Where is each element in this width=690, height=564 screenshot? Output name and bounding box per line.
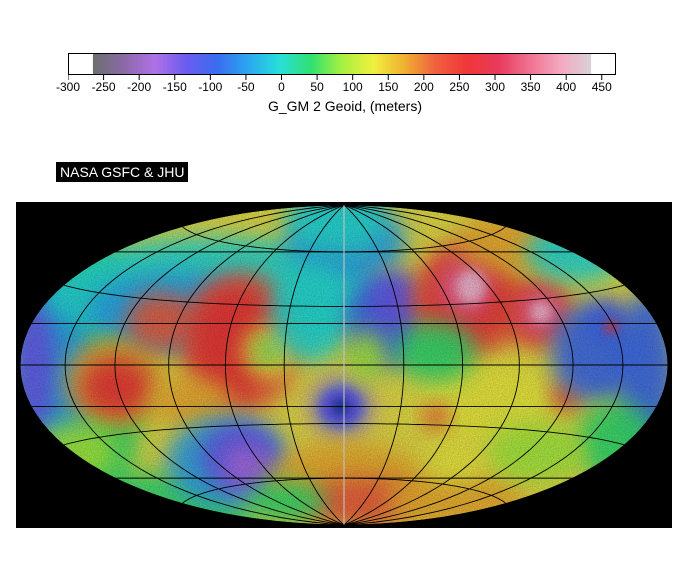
colorbar-tick-label: 50 bbox=[310, 80, 324, 94]
colorbar-tick-label: 200 bbox=[413, 80, 434, 94]
colorbar-tick-label: 300 bbox=[484, 80, 506, 94]
map-outline bbox=[19, 204, 669, 526]
colorbar-tick-label: 0 bbox=[278, 80, 285, 94]
colorbar-tick-label: -200 bbox=[127, 80, 152, 94]
colorbar-tick-label: -300 bbox=[55, 80, 81, 94]
colorbar-tick-label: 250 bbox=[449, 80, 470, 94]
colorbar-tick-label: 400 bbox=[556, 80, 577, 94]
lunar-geoid-map bbox=[16, 202, 672, 528]
colorbar-ticks bbox=[68, 75, 603, 80]
colorbar-tick-labels: -300 -250 -200 -150 -100 -50 0 50 100 150 200 250 30… bbox=[0, 80, 690, 96]
geoid-colorbar bbox=[68, 53, 616, 75]
colorbar-tick-label: 350 bbox=[520, 80, 541, 94]
colorbar-tick-label: 450 bbox=[591, 80, 612, 94]
colorbar-tick-label: -100 bbox=[198, 80, 223, 94]
colorbar-tick-label: 150 bbox=[378, 80, 399, 94]
colorbar-tick-label: -250 bbox=[91, 80, 116, 94]
colorbar-tick-label: -50 bbox=[237, 80, 255, 94]
geoid-map-svg bbox=[19, 204, 669, 526]
colorbar-title: G_GM 2 Geoid, (meters) bbox=[267, 98, 423, 114]
colorbar-tick-label: -150 bbox=[162, 80, 187, 94]
colorbar-tick-label: 100 bbox=[342, 80, 363, 94]
credit-label: NASA GSFC & JHU bbox=[56, 162, 189, 182]
colorbar-gradient bbox=[92, 54, 592, 74]
